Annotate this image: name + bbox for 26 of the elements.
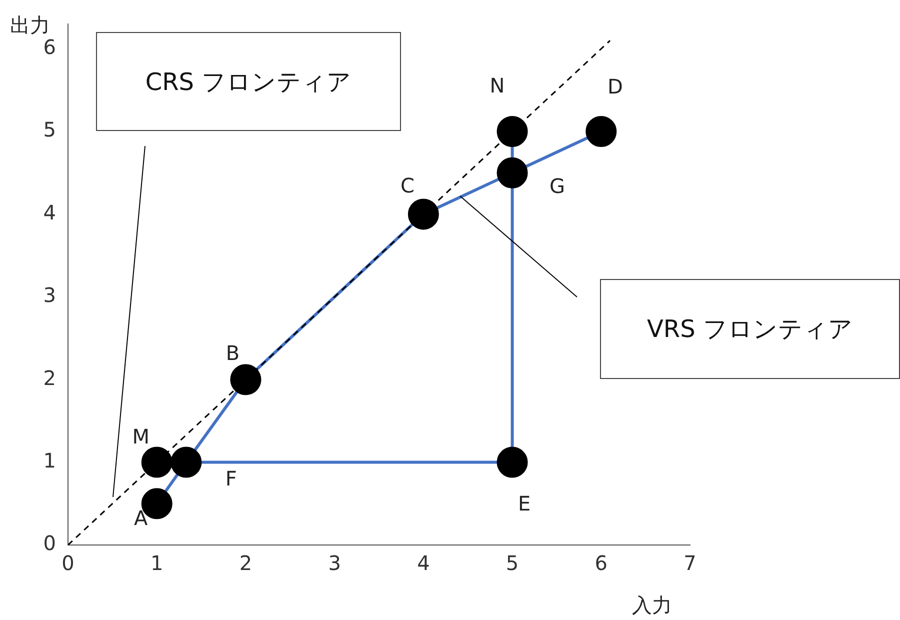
annotation: A [134,506,148,530]
y-tick-label: 1 [43,448,56,473]
callout: VRS フロンティア [459,195,899,378]
x-tick-label: 7 [684,551,696,576]
annotation: M [132,424,150,449]
annotation: E [518,492,531,516]
y-tick-label: 5 [43,118,56,142]
annotation: B [226,340,240,365]
y-tick-label: 2 [43,366,56,390]
x-tick-label: 2 [239,551,252,576]
annotation: C [400,173,414,198]
x-tick-label: 1 [150,551,164,576]
x-tick-label: 4 [417,551,430,576]
x-tick-label: 6 [594,551,608,576]
y-tick-label: 0 [43,531,56,556]
x-tick-label: 0 [62,551,74,576]
y-tick-label: 3 [43,283,56,308]
annotation: N [490,74,505,98]
x-axis-title: 入力 [632,592,672,619]
y-tick-label: 4 [43,200,56,224]
x-tick-label: 5 [506,551,519,576]
annotation: VRS フロンティア [647,314,853,345]
annotation: F [225,466,237,491]
annotation: CRS フロンティア [145,66,352,98]
x-tick-label: 3 [328,551,341,576]
annotation: D [607,74,623,99]
